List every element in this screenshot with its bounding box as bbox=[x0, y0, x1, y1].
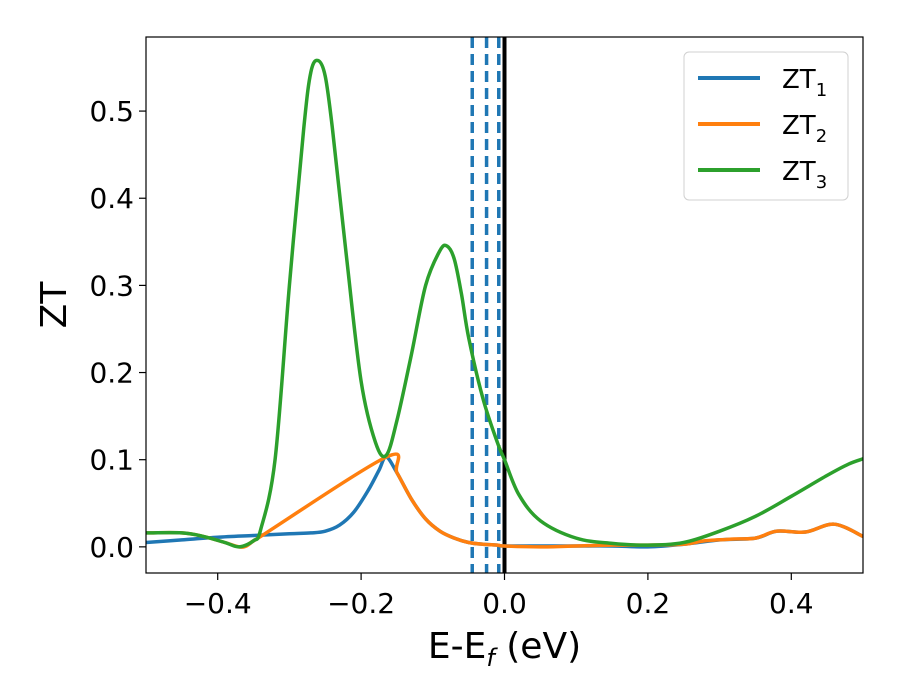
x-tick-label: 0.2 bbox=[626, 587, 671, 620]
series-lines bbox=[146, 58, 863, 549]
y-tick-label: 0.5 bbox=[89, 95, 134, 128]
legend-box bbox=[683, 51, 849, 201]
y-axis-title: ZT bbox=[34, 281, 75, 329]
y-tick-label: 0.0 bbox=[89, 531, 134, 564]
series-line-zt3 bbox=[146, 58, 863, 549]
legend: ZT1 ZT2 ZT3 bbox=[683, 51, 849, 201]
y-tick-label: 0.4 bbox=[89, 182, 134, 215]
x-axis-title-main: E-E bbox=[428, 626, 486, 667]
legend-label-zt3: ZT3 bbox=[782, 157, 827, 193]
x-tick-label: 0.0 bbox=[482, 587, 527, 620]
x-tick-label: −0.4 bbox=[184, 587, 252, 620]
y-axis-ticks: 0.0 0.1 0.2 0.3 0.4 0.5 bbox=[89, 95, 146, 564]
y-tick-label: 0.3 bbox=[89, 269, 134, 302]
y-tick-label: 0.2 bbox=[89, 357, 134, 390]
x-axis-title: E-Ef (eV) bbox=[428, 626, 581, 672]
x-tick-label: −0.2 bbox=[327, 587, 395, 620]
y-tick-label: 0.1 bbox=[89, 444, 134, 477]
vertical-lines bbox=[470, 37, 507, 573]
x-tick-label: 0.4 bbox=[769, 587, 814, 620]
x-axis-ticks: −0.4 −0.2 0.0 0.2 0.4 bbox=[184, 573, 814, 620]
x-axis-title-unit: (eV) bbox=[495, 626, 581, 667]
legend-label-zt2: ZT2 bbox=[782, 111, 827, 147]
legend-label-zt1: ZT1 bbox=[782, 65, 827, 101]
